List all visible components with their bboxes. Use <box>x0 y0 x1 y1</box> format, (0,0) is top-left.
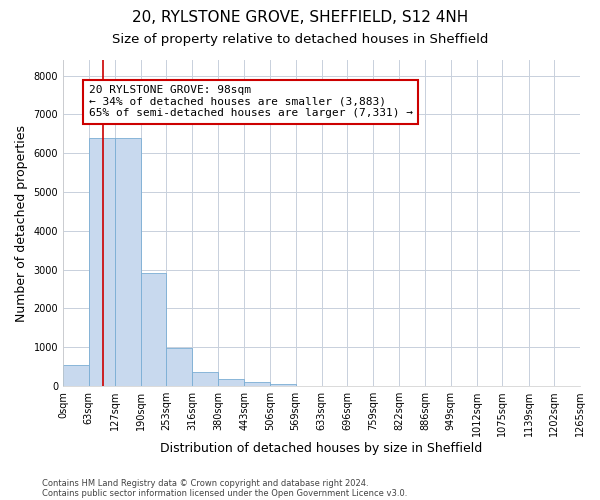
Text: 20, RYLSTONE GROVE, SHEFFIELD, S12 4NH: 20, RYLSTONE GROVE, SHEFFIELD, S12 4NH <box>132 10 468 25</box>
Text: Contains public sector information licensed under the Open Government Licence v3: Contains public sector information licen… <box>42 488 407 498</box>
Bar <box>63 364 89 386</box>
Bar <box>192 372 218 386</box>
Bar <box>218 380 244 386</box>
Bar <box>244 382 270 386</box>
Bar <box>115 138 140 386</box>
Text: Contains HM Land Registry data © Crown copyright and database right 2024.: Contains HM Land Registry data © Crown c… <box>42 478 368 488</box>
Text: Size of property relative to detached houses in Sheffield: Size of property relative to detached ho… <box>112 32 488 46</box>
Text: 20 RYLSTONE GROVE: 98sqm
← 34% of detached houses are smaller (3,883)
65% of sem: 20 RYLSTONE GROVE: 98sqm ← 34% of detach… <box>89 85 413 118</box>
Bar <box>140 272 166 386</box>
Y-axis label: Number of detached properties: Number of detached properties <box>15 124 28 322</box>
X-axis label: Distribution of detached houses by size in Sheffield: Distribution of detached houses by size … <box>160 442 482 455</box>
Bar <box>166 348 192 386</box>
Bar <box>89 138 115 386</box>
Bar <box>270 384 296 386</box>
